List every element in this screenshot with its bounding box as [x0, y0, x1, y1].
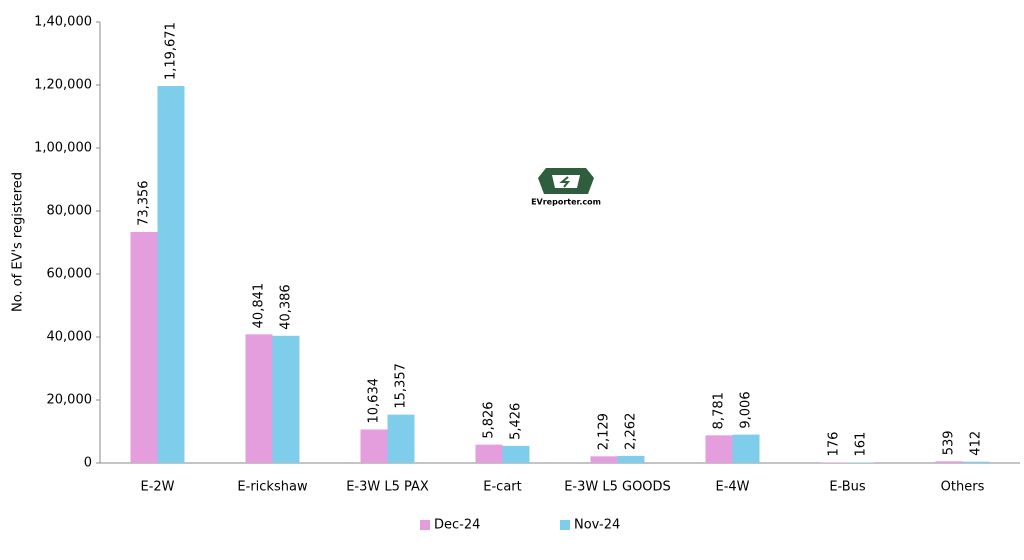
bar	[502, 445, 530, 463]
data-label: 40,841	[252, 283, 267, 329]
y-axis-label: No. of EV's registered	[11, 172, 26, 312]
data-label: 5,426	[509, 403, 524, 440]
y-tick-label: 40,000	[47, 330, 93, 345]
y-tick-label: 60,000	[47, 267, 93, 282]
y-tick-label: 1,40,000	[34, 15, 92, 30]
x-tick-label: Others	[941, 480, 985, 495]
data-label: 1,19,671	[164, 22, 179, 80]
data-label: 2,129	[597, 413, 612, 450]
y-tick-label: 80,000	[47, 204, 93, 219]
legend-swatch	[560, 520, 570, 530]
y-tick-label: 0	[84, 456, 92, 471]
data-label: 8,781	[712, 392, 727, 429]
bar	[590, 456, 618, 463]
data-label: 412	[969, 431, 984, 456]
bar	[935, 461, 963, 463]
data-label: 15,357	[394, 363, 409, 409]
data-label: 539	[942, 430, 957, 455]
x-tick-label: E-3W L5 GOODS	[564, 480, 671, 495]
data-label: 40,386	[279, 284, 294, 330]
y-tick-label: 1,00,000	[34, 141, 92, 156]
y-tick-label: 1,20,000	[34, 78, 92, 93]
bar	[387, 414, 415, 463]
bar	[732, 434, 760, 463]
x-tick-label: E-2W	[140, 480, 174, 495]
data-label: 73,356	[137, 180, 152, 226]
bar	[847, 462, 875, 463]
bar	[705, 435, 733, 463]
bar	[130, 231, 158, 463]
data-label: 5,826	[482, 401, 497, 438]
bar	[157, 86, 185, 463]
bar	[475, 444, 503, 463]
bar	[272, 335, 300, 463]
x-tick-label: E-3W L5 PAX	[346, 480, 429, 495]
bar	[962, 461, 990, 463]
x-tick-label: E-4W	[715, 480, 749, 495]
x-tick-label: E-cart	[483, 480, 521, 495]
bar	[820, 462, 848, 463]
legend-label: Dec-24	[434, 518, 480, 533]
x-tick-label: E-Bus	[829, 480, 866, 495]
data-label: 2,262	[624, 413, 639, 450]
y-tick-label: 20,000	[47, 393, 93, 408]
logo	[538, 168, 594, 194]
legend-label: Nov-24	[574, 518, 620, 533]
data-label: 176	[827, 432, 842, 457]
bar	[617, 455, 645, 463]
data-label: 161	[854, 432, 869, 457]
bar	[245, 334, 273, 463]
data-label: 9,006	[739, 391, 754, 428]
legend-swatch	[420, 520, 430, 530]
x-tick-label: E-rickshaw	[237, 480, 308, 495]
bar	[360, 429, 388, 463]
watermark: EVreporter.com	[531, 198, 601, 207]
data-label: 10,634	[367, 378, 382, 424]
